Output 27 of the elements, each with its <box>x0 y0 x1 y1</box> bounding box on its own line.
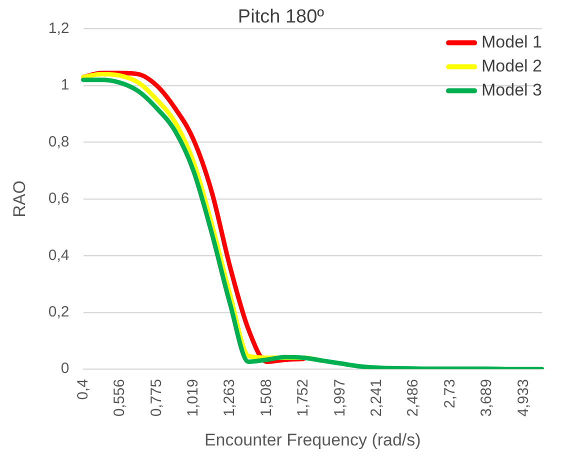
x-tick-label: 3,689 <box>478 379 496 417</box>
legend-label: Model 1 <box>482 32 542 52</box>
line-series <box>81 78 544 370</box>
x-tick-label: 2,241 <box>368 379 385 417</box>
x-tick-label: 1,263 <box>221 379 238 417</box>
x-axis-title: Encounter Frequency (rad/s) <box>204 430 421 450</box>
x-tick-label: 2,486 <box>404 379 422 417</box>
x-tick-label: 1,997 <box>331 379 348 417</box>
x-tick-label: 2,73 <box>441 379 458 408</box>
y-tick-label: 1 <box>60 76 70 94</box>
x-tick-label: 4,933 <box>514 379 532 417</box>
y-tick-label: 1,2 <box>48 20 70 37</box>
legend-label: Model 2 <box>482 56 542 76</box>
legend-label: Model 3 <box>482 80 542 100</box>
chart-title: Pitch 180º <box>238 6 324 28</box>
x-tick-label: 1,508 <box>258 379 275 417</box>
x-tick-label: 0,556 <box>111 379 128 417</box>
y-axis-title: RAO <box>10 180 29 218</box>
x-tick-label: 0,4 <box>74 379 92 400</box>
y-tick-label: 0,6 <box>48 190 70 208</box>
x-tick-label: 1,752 <box>294 379 312 417</box>
y-tick-label: 0,8 <box>48 133 70 150</box>
x-tick-label: 1,019 <box>184 379 202 417</box>
y-tick-label: 0,4 <box>48 246 70 264</box>
y-tick-label: 0,2 <box>48 303 70 320</box>
y-tick-label: 0 <box>60 360 70 378</box>
x-tick-label: 0,775 <box>148 379 165 417</box>
